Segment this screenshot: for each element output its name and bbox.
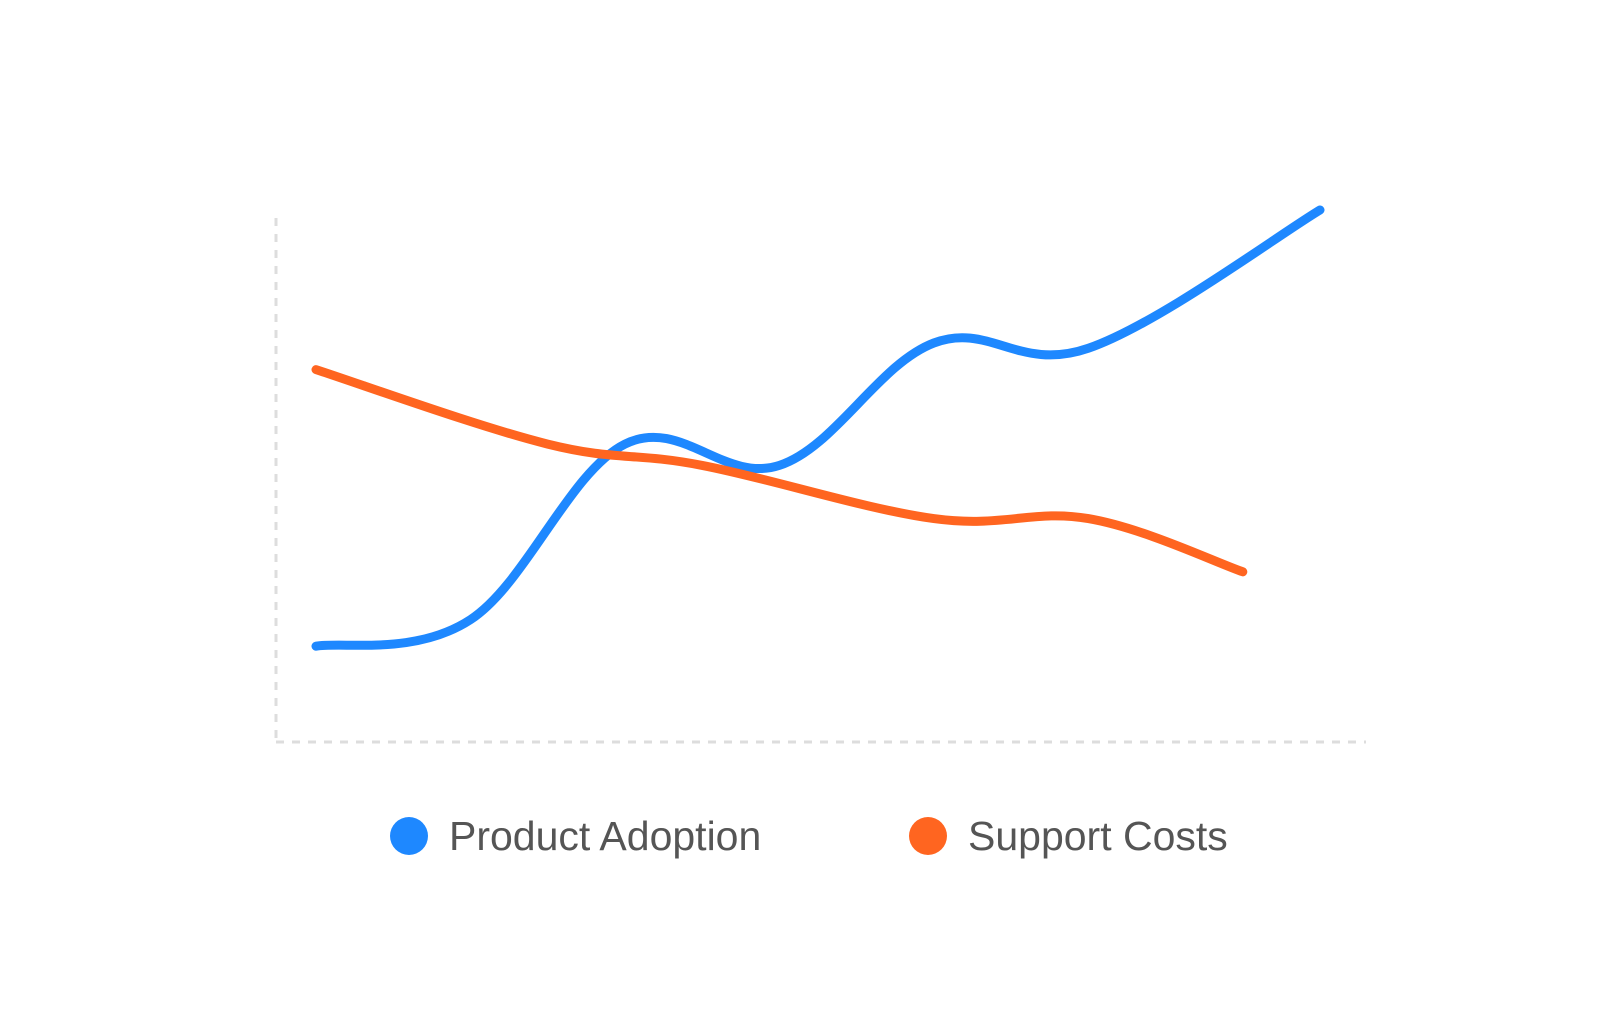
series-line-support-costs [311, 365, 1248, 577]
legend-label: Product Adoption [449, 813, 762, 859]
legend-label: Support Costs [968, 813, 1228, 859]
legend-dot-icon [909, 817, 947, 855]
legend-dot-icon [390, 817, 428, 855]
legend-item-support-costs[interactable]: Support Costs [909, 806, 1228, 866]
legend: Product Adoption Support Costs [0, 806, 1624, 866]
series-line-product-adoption [311, 205, 1325, 651]
legend-item-product-adoption[interactable]: Product Adoption [390, 806, 761, 866]
series-layer [311, 205, 1325, 651]
